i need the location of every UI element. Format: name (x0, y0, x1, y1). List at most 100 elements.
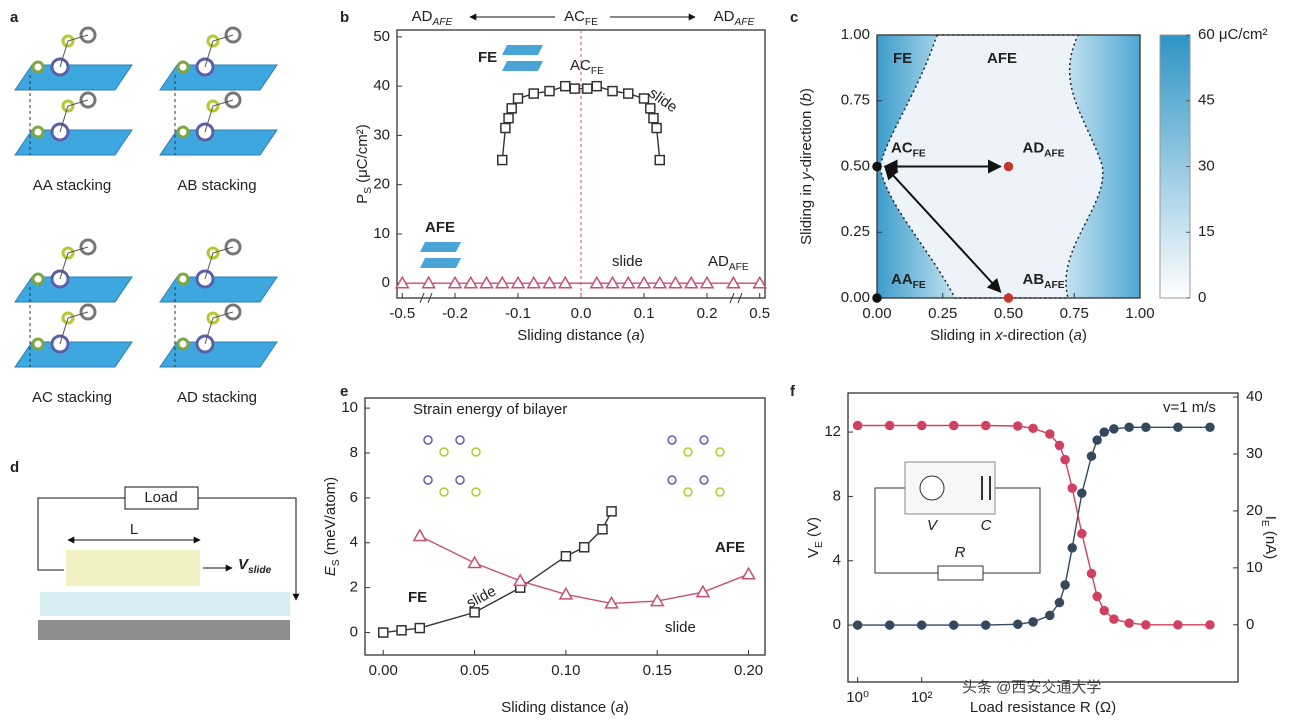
atom (178, 339, 188, 349)
stacking-label: AC stacking (32, 389, 112, 406)
marker (1093, 436, 1101, 444)
text-part: AFE (1044, 280, 1065, 291)
y-tick-label: 50 (373, 28, 390, 45)
marker (1142, 621, 1150, 629)
x-tick-label: 10⁰ (846, 689, 869, 706)
marker (1174, 621, 1182, 629)
y2-tick-label: 40 (1246, 388, 1263, 405)
substrate-layer (40, 592, 290, 616)
y-tick-label: 0 (833, 616, 841, 633)
velocity-label: Vslide (238, 556, 272, 576)
text-part: (V) (805, 517, 822, 541)
layer-icon (502, 61, 543, 71)
marker (1078, 530, 1086, 538)
marker (624, 89, 633, 98)
y2-axis-label: IE (nA) (1259, 516, 1279, 559)
text-part: Sliding in (930, 327, 995, 344)
text-part: AC (564, 8, 585, 25)
marker (591, 277, 603, 288)
y-tick-label: 0.50 (841, 157, 870, 174)
annotation: FE (893, 50, 912, 67)
annotation: R (955, 544, 966, 561)
x-tick-label: 1.00 (1125, 305, 1154, 322)
marker (514, 94, 523, 103)
marker (622, 277, 634, 288)
layer-icon (420, 258, 461, 268)
marker (1061, 456, 1069, 464)
y-axis-label: ES (meV/atom) (322, 477, 342, 576)
marker (652, 124, 661, 133)
marker (469, 557, 481, 568)
marker (1100, 607, 1108, 615)
text-part: AD (412, 8, 433, 25)
text-part: -direction ( (1003, 327, 1074, 344)
y-tick-label: 4 (833, 552, 841, 569)
y-tick-label: 8 (350, 444, 358, 461)
plot-frame (848, 393, 1238, 682)
y-tick-label: 8 (833, 487, 841, 504)
text-part: AFE (734, 17, 755, 28)
text-part: slide (248, 565, 272, 576)
text-part: Sliding distance ( (501, 699, 615, 716)
y-tick-label: 0 (350, 624, 358, 641)
y-axis-label: PS (μC/cm²) (354, 124, 374, 204)
y2-tick-label: 20 (1246, 502, 1263, 519)
annotation: slide (665, 619, 696, 636)
atom-icon (668, 476, 676, 484)
marker (449, 277, 461, 288)
stacking-label: AA stacking (33, 177, 111, 194)
panel-label: e (340, 383, 348, 400)
marker (1110, 615, 1118, 623)
atom-icon (440, 488, 448, 496)
atom (178, 62, 188, 72)
load-label: Load (144, 489, 177, 506)
x-tick-label: -0.1 (505, 305, 531, 322)
atom-icon (440, 448, 448, 456)
panel-label: b (340, 9, 349, 26)
marker (607, 277, 619, 288)
text-part: Sliding in (798, 180, 815, 245)
y-tick-label: 40 (373, 77, 390, 94)
length-label: L (130, 521, 138, 538)
marker (465, 277, 477, 288)
text-part: a (631, 327, 639, 344)
marker (754, 277, 766, 288)
marker (608, 87, 617, 96)
marker (950, 621, 958, 629)
text-part: -direction ( (798, 101, 815, 172)
atom-icon (472, 488, 480, 496)
marker (638, 277, 650, 288)
annotation: slide (612, 253, 643, 270)
marker (561, 82, 570, 91)
marker (570, 84, 579, 93)
watermark: 头条 @西安交通大学 (962, 678, 1101, 696)
atom-icon (472, 448, 480, 456)
cb-tick-label: 45 (1198, 92, 1215, 109)
annotation: v=1 m/s (1163, 399, 1216, 416)
marker (1005, 294, 1013, 302)
x-tick-label: 0.15 (643, 662, 672, 679)
marker (649, 114, 658, 123)
x-axis-label: Sliding distance (a) (517, 327, 645, 344)
x-tick-label: 0.75 (1060, 305, 1089, 322)
panel-d: Load L Vslide (38, 487, 296, 640)
atom-icon (716, 488, 724, 496)
annotation: ACFE (570, 57, 604, 77)
text-part: AD (708, 253, 729, 270)
chart (873, 35, 1190, 302)
text-part: (μC/cm²) (354, 124, 371, 187)
y-axis-label: Sliding in y-direction (b) (798, 88, 815, 245)
legend-entry: FE (408, 589, 427, 606)
marker (504, 114, 513, 123)
x-tick-label: -0.2 (442, 305, 468, 322)
text-part: AFE (729, 262, 749, 273)
panel-label: c (790, 9, 798, 26)
atom-icon (700, 476, 708, 484)
atom (33, 339, 43, 349)
y2-tick-label: 10 (1246, 559, 1263, 576)
marker (529, 89, 538, 98)
y-tick-label: 2 (350, 579, 358, 596)
text-part: AD (1023, 139, 1045, 156)
marker (697, 586, 709, 597)
text-part: ) (1082, 327, 1087, 344)
